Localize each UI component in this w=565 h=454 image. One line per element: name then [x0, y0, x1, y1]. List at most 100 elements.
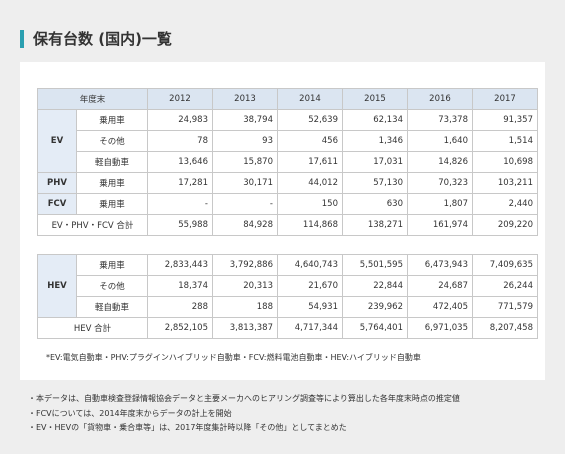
- note: ・本データは、自動車検査登録情報協会データと主要メーカへのヒアリング調査等により…: [28, 394, 460, 403]
- cell: 472,405: [407, 296, 473, 318]
- cell: 62,134: [342, 109, 408, 131]
- header-cell: 2016: [407, 88, 473, 110]
- cell: 15,870: [212, 151, 278, 173]
- group-label: EV: [37, 109, 77, 173]
- row-label: 乗用車: [76, 172, 148, 194]
- cell: 771,579: [472, 296, 538, 318]
- cell: 5,501,595: [342, 254, 408, 276]
- cell: 17,611: [277, 151, 343, 173]
- cell: 456: [277, 130, 343, 152]
- row-label: 軽自動車: [76, 296, 148, 318]
- header-cell: 2013: [212, 88, 278, 110]
- header-cell: 2017: [472, 88, 538, 110]
- cell: 10,698: [472, 151, 538, 173]
- note: ・EV・HEVの「貨物車・乗合車等」は、2017年度集計時以降「その他」としてま…: [28, 423, 347, 432]
- cell: 91,357: [472, 109, 538, 131]
- cell: 1,514: [472, 130, 538, 152]
- header-cell: 年度末: [37, 88, 148, 110]
- cell: 13,646: [147, 151, 213, 173]
- cell: 54,931: [277, 296, 343, 318]
- cell: 20,313: [212, 275, 278, 297]
- total-label: HEV 合計: [37, 317, 148, 339]
- cell: 2,440: [472, 193, 538, 215]
- cell: 3,792,886: [212, 254, 278, 276]
- cell: 84,928: [212, 214, 278, 236]
- table: 年度末 2012 2013 2014 2015 2016 2017 EV 乗用車 24,983 38…: [37, 88, 538, 236]
- header-cell: 2012: [147, 88, 213, 110]
- cell: -: [212, 193, 278, 215]
- cell: 1,640: [407, 130, 473, 152]
- cell: 21,670: [277, 275, 343, 297]
- cell: 24,983: [147, 109, 213, 131]
- cell: 52,639: [277, 109, 343, 131]
- row-label: 乗用車: [76, 193, 148, 215]
- cell: 6,971,035: [407, 317, 473, 339]
- cell: 38,794: [212, 109, 278, 131]
- cell: 4,640,743: [277, 254, 343, 276]
- cell: 2,852,105: [147, 317, 213, 339]
- group-label: HEV: [37, 254, 77, 318]
- notes: ・本データは、自動車検査登録情報協会データと主要メーカへのヒアリング調査等により…: [28, 392, 460, 436]
- cell: 24,687: [407, 275, 473, 297]
- row: PHV 乗用車 17,281 30,171 44,012 57,130 70,323 103,…: [37, 172, 538, 194]
- cell: 4,717,344: [277, 317, 343, 339]
- cell: 26,244: [472, 275, 538, 297]
- cell: 22,844: [342, 275, 408, 297]
- total-row: HEV 合計 2,852,105 3,813,387 4,717,344 5,764,4…: [37, 317, 538, 339]
- group-label: FCV: [37, 193, 77, 215]
- cell: 70,323: [407, 172, 473, 194]
- cell: 188: [212, 296, 278, 318]
- cell: 209,220: [472, 214, 538, 236]
- cell: 138,271: [342, 214, 408, 236]
- footnote: *EV:電気自動車・PHV:プラグインハイブリッド自動車・FCV:燃料電池自動車…: [46, 353, 421, 362]
- row: その他 78 93 456 1,346 1,640 1,514: [38, 130, 538, 152]
- cell: 1,807: [407, 193, 473, 215]
- cell: 114,868: [277, 214, 343, 236]
- cell: 73,378: [407, 109, 473, 131]
- card: 年度末 2012 2013 2014 2015 2016 2017 EV 乗用車 24,983 38…: [20, 62, 545, 380]
- cell: 57,130: [342, 172, 408, 194]
- row-label: その他: [76, 130, 148, 152]
- cell: 8,207,458: [472, 317, 538, 339]
- row: 軽自動車 13,646 15,870 17,611 17,031 14,826 10,698: [38, 151, 538, 173]
- cell: 150: [277, 193, 343, 215]
- row: 軽自動車 288 188 54,931 239,962 472,405 771,579: [38, 296, 538, 318]
- cell: 7,409,635: [472, 254, 538, 276]
- cell: 30,171: [212, 172, 278, 194]
- cell: 78: [147, 130, 213, 152]
- header-cell: 2015: [342, 88, 408, 110]
- cell: 17,281: [147, 172, 213, 194]
- cell: 93: [212, 130, 278, 152]
- cell: -: [147, 193, 213, 215]
- row: HEV 乗用車 2,833,443 3,792,886 4,640,743 5,501,5…: [37, 254, 538, 318]
- cell: 103,211: [472, 172, 538, 194]
- row-label: 軽自動車: [76, 151, 148, 173]
- total-row: EV・PHV・FCV 合計 55,988 84,928 114,868 138,271 1…: [37, 214, 538, 236]
- row-label: その他: [76, 275, 148, 297]
- cell: 14,826: [407, 151, 473, 173]
- cell: 3,813,387: [212, 317, 278, 339]
- cell: 1,346: [342, 130, 408, 152]
- header-cell: 2014: [277, 88, 343, 110]
- row-label: 乗用車: [76, 254, 148, 276]
- row-label: 乗用車: [76, 109, 148, 131]
- row: EV 乗用車 24,983 38,794 52,639 62,134 73,378 91,35…: [37, 109, 538, 173]
- note: ・FCVについては、2014年度末からデータの計上を開始: [28, 408, 232, 418]
- cell: 239,962: [342, 296, 408, 318]
- cell: 5,764,401: [342, 317, 408, 339]
- cell: 18,374: [147, 275, 213, 297]
- cell: 161,974: [407, 214, 473, 236]
- header-row: 年度末 2012 2013 2014 2015 2016 2017: [37, 88, 538, 110]
- page-title: 保有台数 (国内)一覧: [20, 30, 172, 48]
- cell: 44,012: [277, 172, 343, 194]
- cell: 288: [147, 296, 213, 318]
- group-label: PHV: [37, 172, 77, 194]
- row: その他 18,374 20,313 21,670 22,844 24,687 26,244: [38, 275, 538, 297]
- row: FCV 乗用車 - -150 630 1,807 2,440: [37, 193, 538, 215]
- cell: 2,833,443: [147, 254, 213, 276]
- cell: 6,473,943: [407, 254, 473, 276]
- total-label: EV・PHV・FCV 合計: [37, 214, 148, 236]
- cell: 630: [342, 193, 408, 215]
- cell: 17,031: [342, 151, 408, 173]
